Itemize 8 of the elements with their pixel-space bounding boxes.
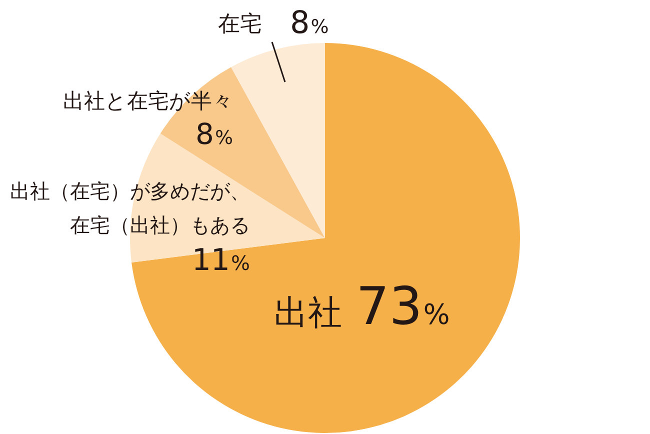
data-label: 73% (356, 277, 450, 337)
data-label: 8% (195, 117, 234, 151)
data-label: 8% (290, 5, 329, 41)
slice-label: 出社と在宅が半々 (63, 89, 233, 113)
slice-label: 在宅 (218, 12, 262, 37)
data-label: 11% (192, 243, 250, 278)
slice-label: 出社 (274, 293, 342, 333)
slice-label: 出社（在宅）が多めだが、在宅（出社）もある (10, 179, 250, 237)
